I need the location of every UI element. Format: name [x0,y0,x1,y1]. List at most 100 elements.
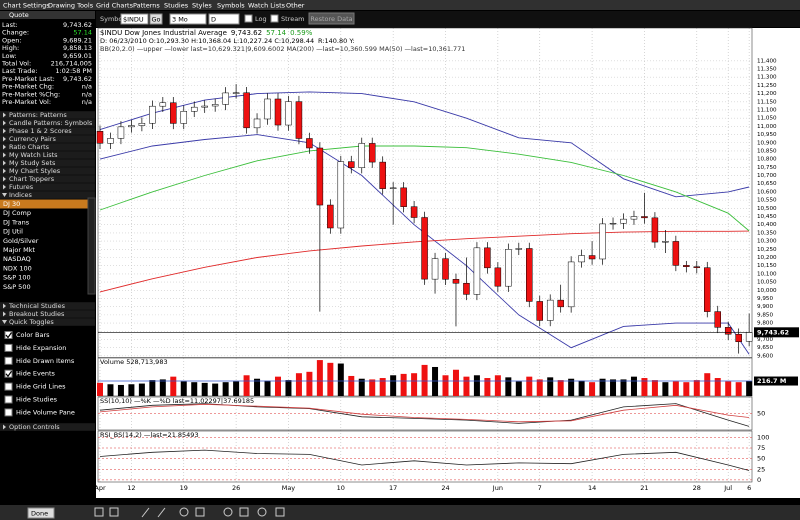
toggle-checkbox[interactable] [4,382,13,391]
icon[interactable] [195,507,205,517]
candle-body [96,131,104,144]
toggle-label[interactable]: Hide Drawn Items [16,357,75,365]
candle-body [170,102,177,124]
icon[interactable] [179,507,189,517]
icon[interactable] [257,507,267,517]
menu-item[interactable]: Grid Charts [96,2,134,10]
icon[interactable] [239,507,249,517]
toggle-checkbox[interactable] [4,408,13,417]
index-item[interactable]: DJ Util [3,228,23,236]
candle-body [484,247,491,269]
toggle-checkbox[interactable] [4,395,13,404]
done-select[interactable] [27,507,55,519]
menu-item[interactable]: Styles [192,2,212,10]
section-label[interactable]: Futures [9,183,34,191]
menu-item[interactable]: Watch Lists [248,2,286,10]
toggle-label[interactable]: Hide Grid Lines [16,383,66,391]
toggle-checkbox[interactable] [4,356,13,365]
section-header[interactable] [0,191,95,199]
period-select[interactable] [169,13,207,25]
section-label[interactable]: Patterns: Patterns [9,111,67,119]
icon[interactable] [94,507,104,517]
section-label[interactable]: Ratio Charts [9,143,50,151]
section-header[interactable] [0,423,95,431]
candle-body [620,218,627,224]
toggle-checkbox[interactable] [4,343,13,352]
study-tick-label: 75 [757,444,765,452]
volume-bar [463,376,470,396]
index-item[interactable]: Major Mkt [3,246,35,254]
icon[interactable] [109,507,119,517]
toggle-label[interactable]: Hide Studies [16,396,58,404]
icon[interactable] [275,507,285,517]
candle-body [180,111,188,124]
interval-select[interactable] [208,13,240,25]
section-header[interactable] [0,310,95,318]
toggle-label[interactable]: Hide Expansion [16,344,66,352]
section-label[interactable]: Currency Pairs [9,135,56,143]
index-item[interactable]: S&P 500 [3,283,31,291]
section-label[interactable]: My Study Sets [9,159,56,167]
section-header[interactable] [0,127,95,135]
section-label[interactable]: Quick Toggles [9,318,54,326]
index-item[interactable]: Gold/Silver [3,237,39,245]
section-header[interactable] [0,159,95,167]
section-label[interactable]: Breakout Studies [9,310,65,318]
section-label[interactable]: My Chart Styles [9,167,61,175]
index-item[interactable]: DJ Comp [3,209,31,217]
index-item[interactable]: DJ 30 [3,200,20,208]
section-label[interactable]: Indices [9,191,33,199]
section-header[interactable] [0,143,95,151]
section-label[interactable]: Option Controls [9,423,60,431]
toggle-label[interactable]: Color Bars [16,331,50,339]
index-item[interactable]: S&P 100 [3,274,31,282]
section-header[interactable] [0,119,95,127]
toggle-checkbox[interactable] [4,331,13,339]
toggle-label[interactable]: Hide Events [16,370,56,378]
index-item[interactable]: DJ Trans [3,218,30,226]
section-label[interactable]: Phase 1 & 2 Scores [9,127,72,135]
volume-bar [526,376,533,396]
section-header[interactable] [0,302,95,310]
section-header[interactable] [0,111,95,119]
section-label[interactable]: Candle Patterns: Symbols [9,119,93,127]
section-label[interactable]: Chart Toppers [9,175,55,183]
go-button[interactable] [149,13,163,25]
restore-button[interactable] [308,12,355,25]
menu-item[interactable]: Drawing Tools [48,2,94,10]
candle-body [672,241,680,266]
log-checkbox[interactable] [244,14,253,23]
candle-body [316,147,324,206]
toggle-label[interactable]: Hide Volume Pane [16,408,75,416]
menu-item[interactable]: Studies [164,2,189,10]
expander [2,193,7,197]
section-header[interactable] [0,151,95,159]
y-tick-label: 11,000 [757,124,777,130]
section-label[interactable]: Technical Studies [8,302,66,310]
bottom-toolbar [0,505,800,520]
candle-body [714,311,721,328]
icon[interactable] [141,507,150,518]
volume-bar [369,379,376,396]
icon[interactable] [157,507,166,518]
menu-item[interactable]: Patterns [133,2,160,10]
section-header[interactable] [0,167,95,175]
index-item[interactable]: NASDAQ [3,255,31,263]
section-header[interactable] [0,318,95,326]
index-item[interactable]: NDX 100 [3,264,32,272]
section-header[interactable] [0,175,95,183]
y-tick-label: 10,900 [757,140,777,146]
symbol-input[interactable] [120,13,149,25]
menu-item[interactable]: Other [286,2,305,10]
stream-checkbox[interactable] [270,14,279,23]
menu-item[interactable]: Symbols [217,2,245,10]
section-header[interactable] [0,183,95,191]
volume-bar [316,360,323,396]
menu-item[interactable]: Chart Settings [3,2,50,10]
toggle-checkbox[interactable] [4,369,13,378]
candle-body [295,101,303,139]
y-tick-label: 9,800 [757,321,773,327]
icon[interactable] [223,507,233,517]
section-header[interactable] [0,135,95,143]
section-label[interactable]: My Watch Lists [9,151,58,159]
